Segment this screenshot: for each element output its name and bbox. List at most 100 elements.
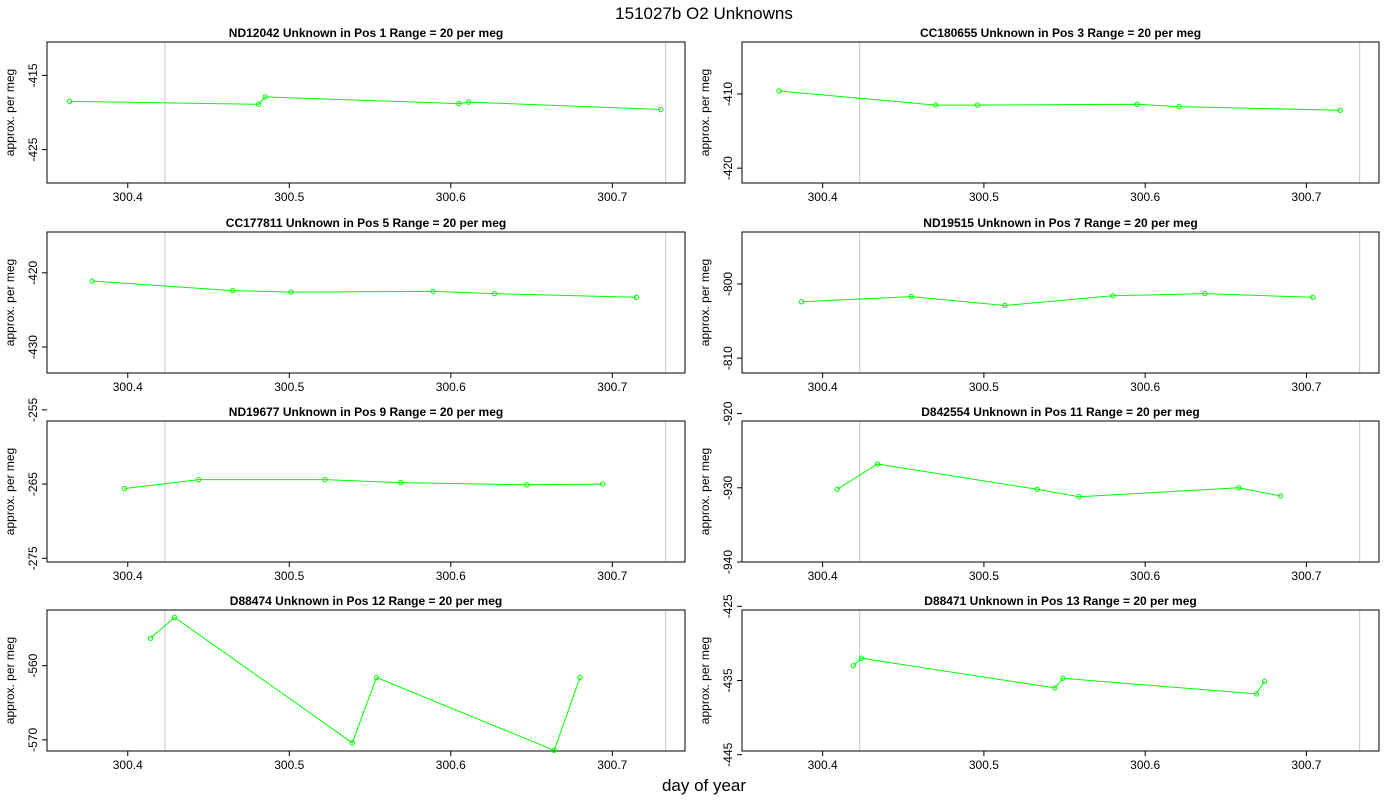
data-point bbox=[349, 740, 355, 746]
x-tick-label: 300.4 bbox=[113, 380, 143, 394]
data-point bbox=[858, 655, 865, 661]
panel-title: D88474 Unknown in Pos 12 Range = 20 per … bbox=[230, 594, 502, 608]
panel-title: D88471 Unknown in Pos 13 Range = 20 per … bbox=[924, 594, 1196, 608]
data-point bbox=[288, 289, 294, 295]
x-tick-label: 300.7 bbox=[1291, 569, 1321, 583]
x-tick-label: 300.6 bbox=[436, 758, 466, 772]
y-tick-label: -415 bbox=[26, 63, 40, 87]
series-line bbox=[779, 90, 1341, 111]
data-point bbox=[834, 486, 840, 492]
x-tick-label: 300.5 bbox=[969, 190, 999, 204]
panel-grid: ND12042 Unknown in Pos 1 Range = 20 per … bbox=[3, 26, 1380, 772]
x-tick-label: 300.5 bbox=[274, 569, 304, 583]
panel-6: D842554 Unknown in Pos 11 Range = 20 per… bbox=[698, 401, 1380, 583]
series-line bbox=[124, 479, 603, 489]
y-tick-label: -445 bbox=[721, 742, 735, 766]
data-point bbox=[1110, 293, 1116, 299]
data-point bbox=[1060, 675, 1066, 681]
y-axis-label: approx. per meg bbox=[3, 259, 17, 346]
data-point bbox=[1261, 678, 1268, 684]
figure-x-axis-label: day of year bbox=[662, 776, 746, 795]
y-tick-label: -560 bbox=[26, 653, 40, 677]
data-point bbox=[577, 674, 583, 681]
y-tick-label: -425 bbox=[26, 137, 40, 161]
panel-4: ND19515 Unknown in Pos 7 Range = 20 per … bbox=[698, 216, 1380, 394]
data-point bbox=[850, 662, 856, 669]
data-point bbox=[1076, 493, 1082, 500]
data-point bbox=[465, 99, 472, 105]
x-tick-label: 300.7 bbox=[597, 569, 627, 583]
x-tick-label: 300.5 bbox=[274, 190, 304, 204]
x-tick-label: 300.6 bbox=[1130, 380, 1160, 394]
data-point bbox=[1337, 107, 1343, 113]
y-tick-label: -940 bbox=[721, 550, 735, 574]
plot-frame bbox=[46, 231, 686, 374]
x-tick-label: 300.4 bbox=[808, 190, 838, 204]
data-point bbox=[147, 635, 154, 641]
series-line bbox=[92, 280, 637, 298]
data-point bbox=[230, 287, 236, 294]
data-point bbox=[932, 102, 939, 108]
data-point bbox=[430, 288, 436, 295]
data-point bbox=[776, 88, 782, 94]
data-point bbox=[89, 278, 95, 284]
y-axis-label: approx. per meg bbox=[3, 69, 17, 156]
series-line bbox=[150, 616, 581, 751]
y-tick-label: -420 bbox=[721, 156, 735, 180]
y-tick-label: -265 bbox=[26, 472, 40, 496]
y-tick-label: -435 bbox=[721, 668, 735, 692]
panel-7: D88474 Unknown in Pos 12 Range = 20 per … bbox=[3, 594, 686, 772]
y-tick-label: -570 bbox=[26, 728, 40, 752]
y-axis-label: approx. per meg bbox=[698, 259, 712, 346]
plot-frame bbox=[46, 609, 686, 752]
y-tick-label: -810 bbox=[721, 346, 735, 370]
plot-frame bbox=[46, 41, 686, 184]
data-point bbox=[456, 100, 462, 107]
panel-5: ND19677 Unknown in Pos 9 Range = 20 per … bbox=[3, 398, 686, 583]
x-tick-label: 300.7 bbox=[1291, 758, 1321, 772]
x-tick-label: 300.7 bbox=[597, 380, 627, 394]
data-point bbox=[1277, 493, 1284, 499]
y-tick-label: -410 bbox=[721, 82, 735, 106]
data-point bbox=[1002, 302, 1008, 309]
data-point bbox=[398, 479, 404, 486]
data-point bbox=[1202, 290, 1208, 297]
panel-title: D842554 Unknown in Pos 11 Range = 20 per… bbox=[921, 405, 1199, 419]
y-axis-label: approx. per meg bbox=[698, 637, 712, 724]
plot-frame bbox=[741, 231, 1380, 374]
x-tick-label: 300.5 bbox=[274, 380, 304, 394]
panel-8: D88471 Unknown in Pos 13 Range = 20 per … bbox=[698, 594, 1380, 772]
x-tick-label: 300.7 bbox=[597, 190, 627, 204]
data-point bbox=[255, 101, 262, 108]
x-tick-label: 300.6 bbox=[436, 380, 466, 394]
x-tick-label: 300.6 bbox=[436, 190, 466, 204]
series-line bbox=[69, 96, 661, 110]
data-point bbox=[1034, 486, 1040, 492]
x-tick-label: 300.5 bbox=[969, 758, 999, 772]
x-tick-label: 300.4 bbox=[808, 380, 838, 394]
data-point bbox=[491, 290, 498, 297]
x-tick-label: 300.6 bbox=[1130, 190, 1160, 204]
data-point bbox=[373, 674, 380, 681]
x-tick-label: 300.5 bbox=[969, 380, 999, 394]
panel-2: CC180655 Unknown in Pos 3 Range = 20 per… bbox=[698, 26, 1380, 204]
y-axis-label: approx. per meg bbox=[698, 69, 712, 156]
data-point bbox=[171, 614, 178, 621]
panel-title: CC180655 Unknown in Pos 3 Range = 20 per… bbox=[920, 26, 1201, 40]
data-point bbox=[908, 293, 915, 300]
x-tick-label: 300.6 bbox=[1130, 758, 1160, 772]
data-point bbox=[551, 747, 557, 753]
data-point bbox=[66, 98, 73, 105]
data-point bbox=[322, 476, 328, 483]
plot-frame bbox=[741, 420, 1380, 563]
series-line bbox=[801, 293, 1313, 307]
data-point bbox=[1235, 485, 1242, 491]
x-tick-label: 300.5 bbox=[969, 569, 999, 583]
data-point bbox=[1253, 691, 1260, 697]
data-point bbox=[1052, 685, 1058, 691]
y-tick-label: -920 bbox=[721, 401, 735, 425]
x-tick-label: 300.6 bbox=[436, 569, 466, 583]
panel-title: ND19677 Unknown in Pos 9 Range = 20 per … bbox=[229, 405, 503, 419]
panel-1: ND12042 Unknown in Pos 1 Range = 20 per … bbox=[3, 26, 686, 204]
